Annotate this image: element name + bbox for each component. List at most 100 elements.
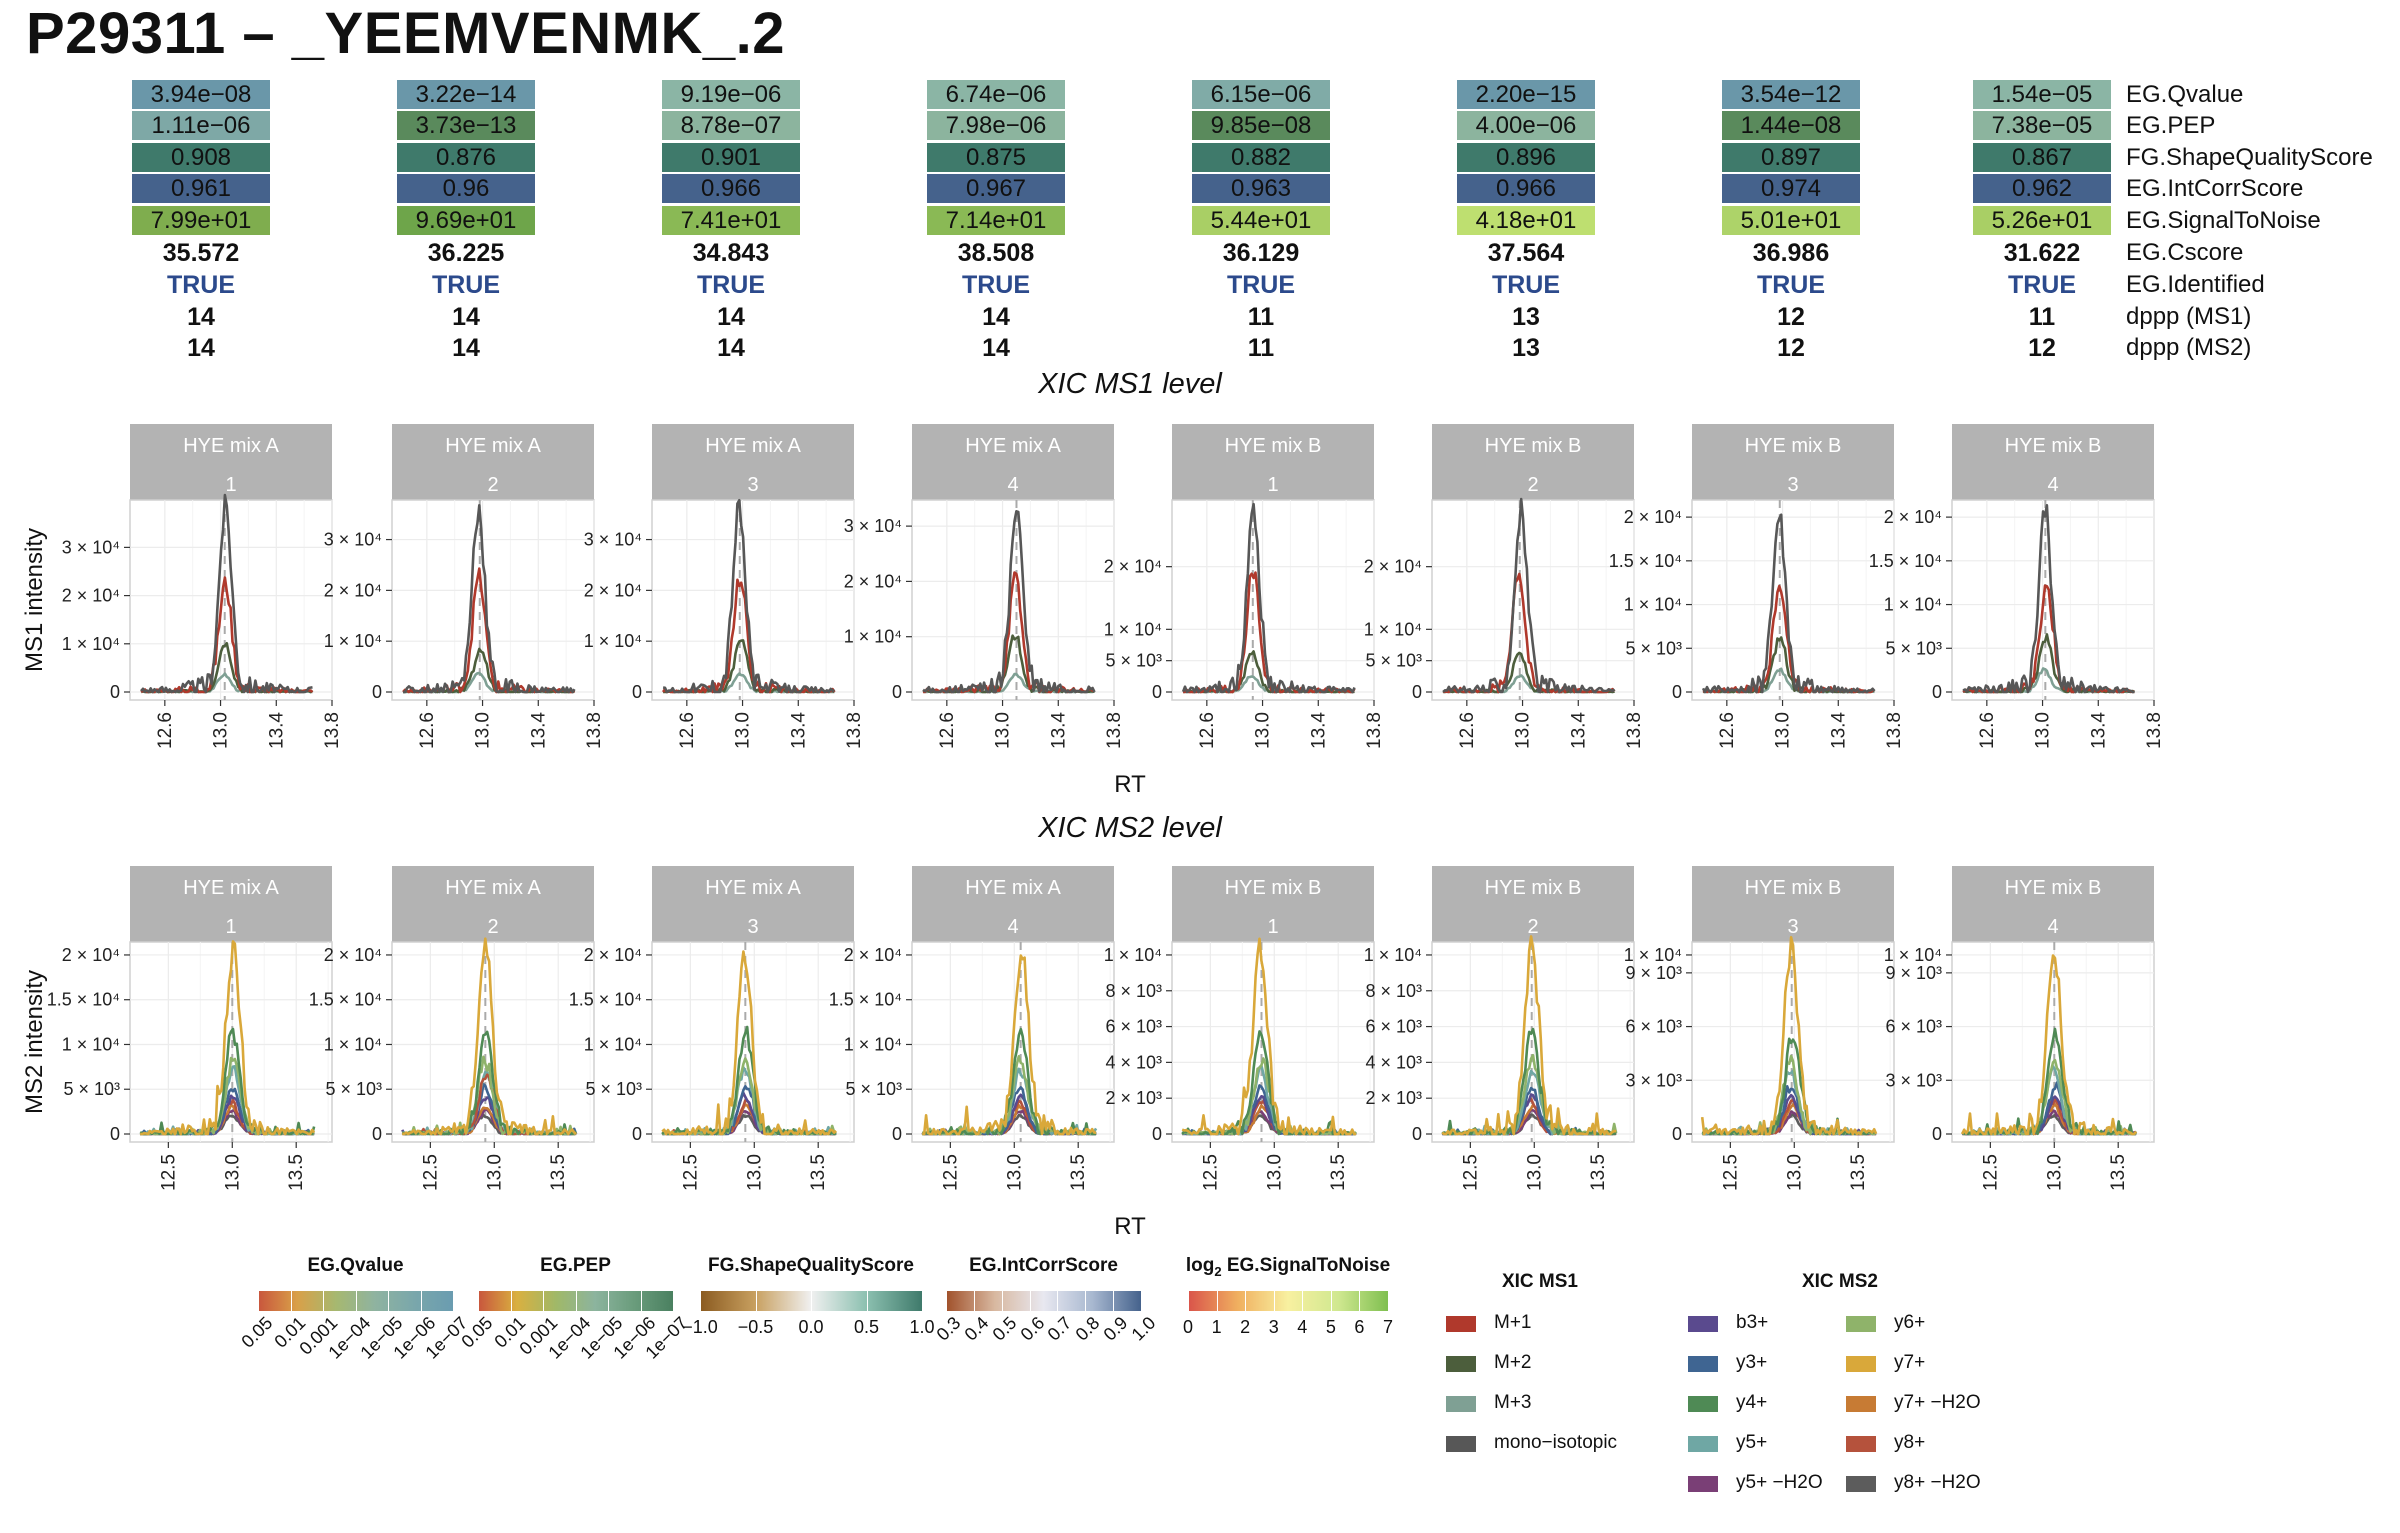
metric-value-cscore: 34.843 bbox=[692, 239, 770, 267]
xic-panel: HYE mix A 4 12.5 13.0 13.5 0 5 × 10³ 1 × 10⁴ 1.5… bbox=[829, 866, 1115, 1191]
y-tick-label: 5 × 10³ bbox=[1625, 638, 1682, 658]
trace-y7- bbox=[401, 937, 577, 1136]
legend-item-label: y5+ −H2O bbox=[1736, 1472, 1823, 1493]
y-tick-label: 2 × 10⁴ bbox=[1364, 557, 1422, 577]
y-tick-label: 1 × 10⁴ bbox=[324, 631, 382, 651]
colorbar-tick bbox=[673, 1291, 674, 1311]
metric-value-dppp_ms1: 14 bbox=[982, 303, 1010, 331]
y-tick-label: 1 × 10⁴ bbox=[62, 1034, 120, 1054]
panel-replicate: 3 bbox=[747, 474, 758, 496]
metric-cell-intcorr: 0.967 bbox=[927, 174, 1065, 203]
metric-value-dppp_ms1: 14 bbox=[717, 303, 745, 331]
trace-mono-isotopic bbox=[922, 510, 1096, 694]
metric-value-dppp_ms1: 11 bbox=[1247, 303, 1275, 331]
colorbar-tick-label: 0.0 bbox=[798, 1317, 824, 1337]
x-tick-label: 12.5 bbox=[940, 1154, 961, 1191]
colorbar-tick bbox=[1245, 1291, 1247, 1311]
colorbar-tick-label: 4 bbox=[1297, 1317, 1308, 1337]
x-tick-label: 12.5 bbox=[1980, 1154, 2001, 1191]
x-tick-label: 13.8 bbox=[1624, 712, 1645, 749]
colorbar-tick-label: −1.0 bbox=[682, 1317, 718, 1337]
colorbar-tick bbox=[1388, 1291, 1389, 1311]
colorbar-tick bbox=[543, 1291, 544, 1311]
metric-cell-pep: 1.44e−08 bbox=[1722, 111, 1860, 140]
panel-strip bbox=[1172, 424, 1374, 500]
x-tick-label: 12.5 bbox=[1460, 1154, 1481, 1191]
legend-swatch bbox=[1688, 1316, 1718, 1332]
colorbar-tick bbox=[922, 1291, 923, 1311]
y-tick-label: 4 × 10³ bbox=[1105, 1052, 1162, 1072]
xic-panel: HYE mix B 3 12.6 13.0 13.4 13.8 0 5 × 10³ 1 × 10… bbox=[1609, 424, 1905, 749]
y-tick-label: 2 × 10⁴ bbox=[584, 945, 642, 965]
y-tick-label: 2 × 10⁴ bbox=[584, 580, 642, 600]
metric-cell-s2n: 5.01e+01 bbox=[1722, 206, 1860, 235]
metric-cell-s2n: 7.99e+01 bbox=[132, 206, 270, 235]
colorbar-tick bbox=[1188, 1291, 1189, 1311]
y-tick-label: 3 × 10³ bbox=[1885, 1070, 1942, 1090]
colorbar-title: FG.ShapeQualityScore bbox=[708, 1255, 914, 1276]
panel-condition: HYE mix B bbox=[1485, 877, 1582, 899]
trace-mono-isotopic bbox=[1442, 497, 1616, 694]
panel-replicate: 1 bbox=[225, 474, 236, 496]
panel-condition: HYE mix B bbox=[1745, 435, 1842, 457]
panel-replicate: 1 bbox=[225, 916, 236, 938]
metric-value-cscore: 37.564 bbox=[1487, 239, 1565, 267]
x-tick-label: 13.8 bbox=[2144, 712, 2165, 749]
metric-row-label: FG.ShapeQualityScore bbox=[2126, 144, 2373, 171]
metric-row-label: EG.Identified bbox=[2126, 271, 2265, 298]
y-tick-label: 8 × 10³ bbox=[1105, 981, 1162, 1001]
colorbar-tick bbox=[1001, 1291, 1003, 1311]
x-tick-label: 13.0 bbox=[744, 1154, 765, 1191]
trace-mono-isotopic bbox=[1701, 513, 1876, 694]
metric-row-label: EG.PEP bbox=[2126, 112, 2216, 139]
x-tick-label: 13.8 bbox=[1364, 712, 1385, 749]
x-tick-label: 13.8 bbox=[1104, 712, 1125, 749]
y-tick-label: 1 × 10⁴ bbox=[844, 627, 902, 647]
y-tick-label: 5 × 10³ bbox=[1105, 651, 1162, 671]
y-tick-label: 3 × 10⁴ bbox=[584, 530, 642, 550]
y-tick-label: 0 bbox=[1932, 682, 1942, 702]
colorbar-tick-label: 7 bbox=[1382, 1317, 1393, 1337]
x-tick-label: 13.0 bbox=[733, 712, 754, 749]
colorbar-tick bbox=[453, 1291, 454, 1311]
legend-item-label: M+1 bbox=[1494, 1312, 1532, 1333]
x-tick-label: 13.5 bbox=[1068, 1154, 1089, 1191]
y-tick-label: 6 × 10³ bbox=[1365, 1017, 1422, 1037]
panel-strip bbox=[1432, 866, 1634, 942]
y-tick-label: 0 bbox=[892, 1124, 902, 1144]
legend-swatch bbox=[1846, 1396, 1876, 1412]
x-tick-label: 13.4 bbox=[2088, 712, 2109, 749]
colorbar-tick bbox=[1113, 1291, 1115, 1311]
x-tick-label: 13.8 bbox=[844, 712, 865, 749]
y-axis-label: MS2 intensity bbox=[21, 970, 48, 1114]
x-tick-label: 12.6 bbox=[1977, 712, 1998, 749]
trace-y7- bbox=[661, 950, 837, 1136]
colorbar-tick bbox=[258, 1291, 259, 1311]
x-axis-label: RT bbox=[1114, 771, 1146, 798]
y-tick-label: 1.5 × 10⁴ bbox=[1869, 551, 1942, 571]
legend-item-label: M+2 bbox=[1494, 1352, 1532, 1373]
metric-cell-pep: 4.00e−06 bbox=[1457, 111, 1595, 140]
colorbar-legend: EG.IntCorrScore 0.3 0.4 0.5 0.6 0.7 0.8 0.9 1.0 bbox=[933, 1255, 1160, 1375]
colorbar-tick bbox=[946, 1291, 947, 1311]
x-tick-label: 13.5 bbox=[1588, 1154, 1609, 1191]
legend-swatch bbox=[1446, 1436, 1476, 1452]
x-tick-label: 13.0 bbox=[2033, 712, 2054, 749]
metric-value-dppp_ms1: 14 bbox=[187, 303, 215, 331]
panel-condition: HYE mix A bbox=[965, 877, 1061, 899]
metric-cell-s2n: 4.18e+01 bbox=[1457, 206, 1595, 235]
x-tick-label: 12.6 bbox=[417, 712, 438, 749]
x-tick-label: 13.5 bbox=[2108, 1154, 2129, 1191]
trace-mono-isotopic bbox=[1181, 502, 1356, 694]
y-tick-label: 1 × 10⁴ bbox=[844, 1034, 902, 1054]
x-tick-label: 13.0 bbox=[1524, 1154, 1545, 1191]
y-axis-label: MS1 intensity bbox=[21, 528, 48, 672]
x-tick-label: 13.8 bbox=[322, 712, 343, 749]
metric-value-dppp_ms1: 14 bbox=[452, 303, 480, 331]
x-axis-label: RT bbox=[1114, 1213, 1146, 1240]
legend-item-label: y5+ bbox=[1736, 1432, 1768, 1453]
metric-value-identified: TRUE bbox=[431, 271, 501, 299]
metric-cell-pep: 7.98e−06 bbox=[927, 111, 1065, 140]
metric-value-identified: TRUE bbox=[166, 271, 236, 299]
metric-value-identified: TRUE bbox=[1491, 271, 1561, 299]
